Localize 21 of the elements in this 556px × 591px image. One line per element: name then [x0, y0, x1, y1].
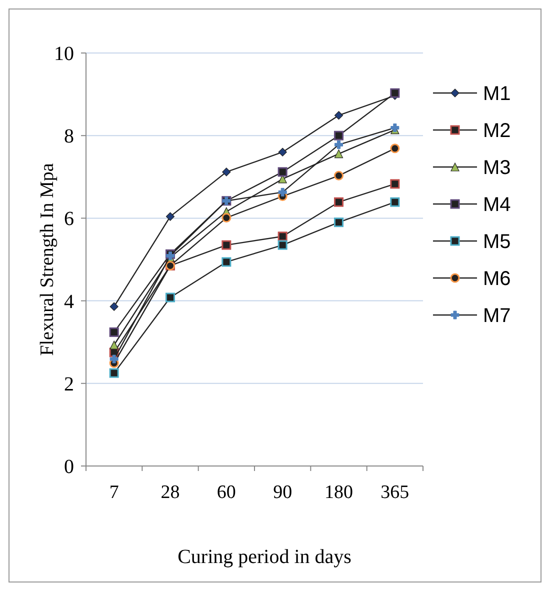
- x-tick-label: 90: [273, 482, 292, 503]
- x-tick-label: 180: [324, 482, 353, 503]
- y-tick-label: 6: [64, 208, 74, 230]
- legend-label: M7: [483, 305, 511, 327]
- x-tick-label: 365: [380, 482, 410, 503]
- y-tick-label: 4: [64, 290, 74, 313]
- y-tick-label: 8: [64, 126, 74, 148]
- x-tick-label: 7: [109, 482, 119, 503]
- x-tick-label: 28: [160, 482, 180, 503]
- y-axis-title: Flexural Strength In Mpa: [37, 162, 58, 356]
- legend-label: M2: [483, 120, 511, 142]
- x-axis-title: Curing period in days: [178, 546, 352, 568]
- y-tick-label: 2: [64, 373, 74, 396]
- legend-label: M3: [483, 157, 511, 179]
- x-tick-label: 60: [216, 482, 236, 503]
- legend-label: M6: [483, 268, 511, 290]
- y-tick-label: 10: [54, 43, 74, 65]
- legend-label: M4: [483, 194, 511, 216]
- legend-label: M1: [483, 83, 511, 105]
- y-tick-label: 0: [64, 456, 74, 478]
- legend-label: M5: [483, 231, 511, 253]
